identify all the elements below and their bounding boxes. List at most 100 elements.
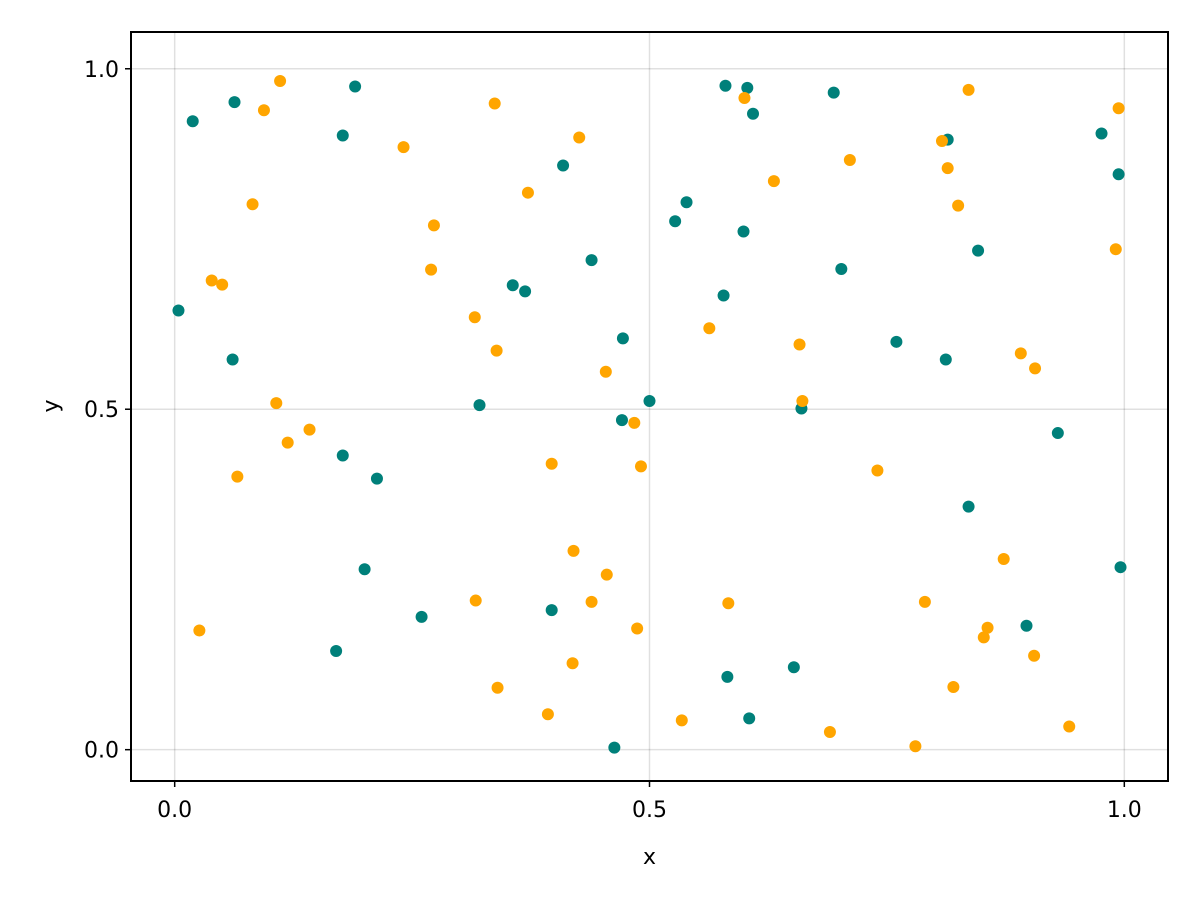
data-point	[939, 353, 952, 366]
y-tick-label: 0.5	[84, 398, 119, 423]
data-points	[172, 75, 1127, 754]
data-point	[787, 661, 800, 674]
data-point	[545, 457, 558, 470]
data-point	[330, 644, 343, 657]
data-point	[835, 262, 848, 275]
data-point	[631, 622, 644, 635]
data-point	[469, 594, 482, 607]
data-point	[743, 712, 756, 725]
data-point	[600, 568, 613, 581]
data-point	[615, 414, 628, 427]
data-point	[1020, 619, 1033, 632]
data-point	[246, 198, 259, 211]
data-point	[585, 595, 598, 608]
data-point	[1112, 168, 1125, 181]
data-point	[216, 278, 229, 291]
data-point	[490, 344, 503, 357]
data-point	[1029, 362, 1042, 375]
data-point	[675, 714, 688, 727]
data-point	[823, 725, 836, 738]
data-point	[747, 107, 760, 120]
data-point	[468, 311, 481, 324]
data-point	[935, 134, 948, 147]
data-point	[634, 460, 647, 473]
data-point	[1014, 347, 1027, 360]
data-point	[643, 395, 656, 408]
data-point	[1063, 720, 1076, 733]
data-point	[843, 154, 856, 167]
data-point	[370, 472, 383, 485]
data-point	[767, 175, 780, 188]
data-point	[226, 353, 239, 366]
data-point	[738, 92, 751, 105]
data-point	[981, 621, 994, 634]
data-point	[488, 97, 501, 110]
data-point	[425, 263, 438, 276]
data-point	[719, 79, 732, 92]
data-point	[703, 322, 716, 335]
data-point	[349, 80, 362, 93]
data-point	[573, 131, 586, 144]
data-point	[909, 740, 922, 753]
data-point	[796, 395, 809, 408]
data-point	[871, 464, 884, 477]
data-point	[521, 186, 534, 199]
x-tick-label: 0.5	[632, 798, 667, 823]
data-point	[1109, 243, 1122, 256]
data-point	[722, 597, 735, 610]
data-point	[793, 338, 806, 351]
data-point	[303, 423, 316, 436]
data-point	[827, 86, 840, 99]
data-point	[599, 365, 612, 378]
data-point	[506, 279, 519, 292]
data-point	[358, 563, 371, 576]
data-point	[962, 83, 975, 96]
data-point	[257, 104, 270, 117]
data-point	[566, 657, 579, 670]
data-point	[274, 75, 287, 88]
data-point	[947, 681, 960, 694]
data-point	[545, 604, 558, 617]
data-point	[270, 397, 283, 410]
data-point	[737, 225, 750, 238]
x-tick-label: 0.0	[157, 798, 192, 823]
data-point	[473, 399, 486, 412]
axis-ticks: 0.0 0.5 1.0 0.0 0.5 1.0	[84, 58, 1142, 823]
grid-lines	[131, 32, 1168, 781]
data-point	[977, 631, 990, 644]
data-point	[1095, 127, 1108, 140]
data-point	[336, 449, 349, 462]
data-point	[997, 553, 1010, 566]
data-point	[628, 416, 641, 429]
data-point	[669, 215, 682, 228]
data-point	[585, 254, 598, 267]
y-axis-label: y	[39, 399, 64, 412]
data-point	[890, 335, 903, 348]
data-point	[557, 159, 570, 172]
data-point	[541, 708, 554, 721]
data-point	[415, 610, 428, 623]
y-tick-label: 1.0	[84, 58, 119, 83]
x-tick-label: 1.0	[1107, 798, 1142, 823]
data-point	[1028, 649, 1041, 662]
data-point	[616, 332, 629, 345]
data-point	[918, 595, 931, 608]
data-point	[397, 141, 410, 154]
data-point	[1051, 427, 1064, 440]
data-point	[427, 219, 440, 232]
data-point	[717, 289, 730, 302]
data-point	[491, 681, 504, 694]
data-point	[186, 115, 199, 128]
data-point	[281, 436, 294, 449]
y-tick-label: 0.0	[84, 739, 119, 764]
data-point	[608, 741, 621, 754]
data-point	[1112, 102, 1125, 115]
data-point	[741, 81, 754, 94]
data-point	[205, 274, 218, 287]
x-axis-label: x	[643, 845, 656, 870]
data-point	[519, 285, 532, 298]
data-point	[680, 196, 693, 209]
data-point	[567, 544, 580, 557]
